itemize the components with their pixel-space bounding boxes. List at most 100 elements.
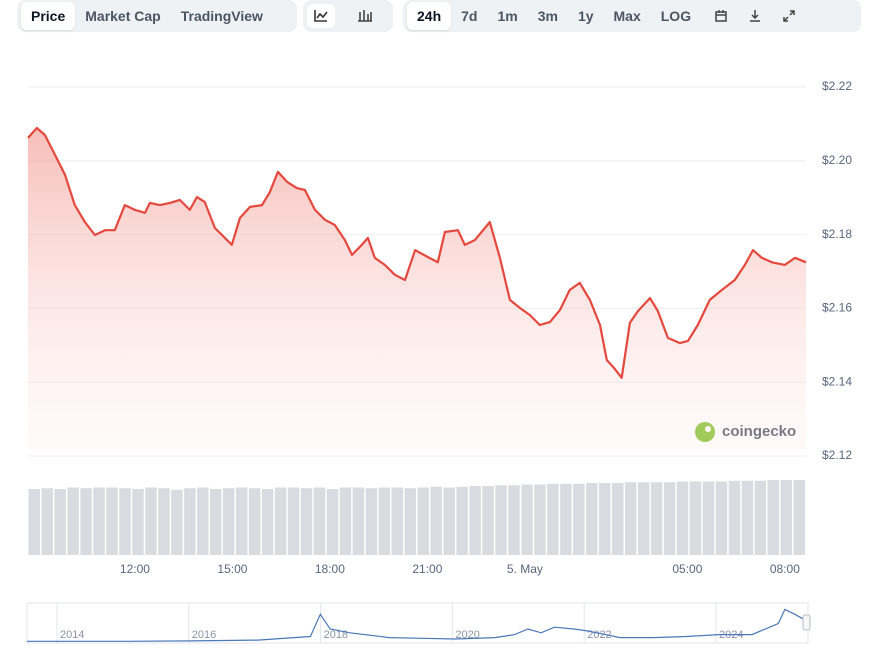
volume-bar [171,489,183,555]
volume-bar [67,487,79,555]
volume-bar [663,482,676,555]
volume-bar [482,486,494,555]
volume-bar [508,485,520,555]
volume-bar [326,489,339,555]
volume-bar [339,487,352,555]
volume-bar [443,487,455,555]
navigator-handle [802,614,811,631]
volume-bar [313,487,326,555]
range-tab[interactable]: 1y [577,8,594,24]
range-tab[interactable]: Max [613,8,641,24]
volume-bar [391,487,404,555]
volume-bar [378,487,391,555]
volume-bar [702,481,715,555]
navigator-line [27,608,805,642]
volume-bar [469,486,481,555]
x-tick-label: 12:00 [120,562,150,576]
view-tab[interactable]: Market Cap [85,8,161,24]
navigator-tick-label: 2018 [324,629,348,641]
download-icon[interactable] [741,4,769,28]
navigator-tick-label: 2014 [60,629,84,641]
line-chart-icon[interactable] [307,4,335,28]
volume-bar [586,483,598,555]
volume-bar [184,488,196,555]
y-tick-label: $2.20 [822,153,852,167]
chart-style-tabs [303,0,393,32]
view-tabs: Price Market Cap TradingView [17,0,297,32]
volume-bar [573,483,585,555]
volume-bar [715,481,728,555]
y-tick-label: $2.18 [822,227,852,241]
x-tick-label: 15:00 [217,562,247,576]
volume-bar [106,487,118,555]
volume-bar [352,487,365,555]
volume-bar [145,487,157,555]
volume-bar [612,483,624,555]
candle-chart-icon[interactable] [351,4,379,28]
x-tick-label: 08:00 [770,562,800,576]
volume-bar [80,488,92,555]
volume-bar [495,485,507,555]
volume-bar [547,483,559,555]
volume-bar [534,484,546,555]
volume-bar [624,482,637,555]
volume-bar [676,481,689,555]
navigator-tick-label: 2016 [192,629,216,641]
volume-bar [158,488,170,555]
volume-bar [287,487,300,555]
y-tick-label: $2.16 [822,301,852,315]
range-tab[interactable]: 3m [537,8,558,24]
volume-bar [197,487,209,555]
volume-bar [780,480,793,555]
volume-bar [793,480,805,555]
volume-bar [210,489,222,555]
volume-bar [274,487,287,555]
volume-bar [132,489,144,555]
volume-bar [365,488,378,555]
volume-bar [521,484,533,555]
volume-bar [28,489,40,555]
y-tick-label: $2.14 [822,374,852,388]
view-tab[interactable]: TradingView [180,8,263,24]
fullscreen-icon[interactable] [775,4,803,28]
range-tab[interactable]: LOG [660,8,692,24]
volume-bar [560,483,572,555]
volume-bar [728,480,741,555]
volume-bar [599,483,611,555]
volume-bar [430,486,442,555]
price-area [28,128,806,450]
x-tick-label: 18:00 [315,562,345,576]
volume-bar [300,488,313,555]
range-tabs: 24h 7d 1m 3m 1y Max LOG [403,0,861,32]
x-tick-label: 05:00 [672,562,702,576]
range-tab[interactable]: 1m [497,8,518,24]
range-tab[interactable]: 24h [407,2,452,30]
volume-bar [223,488,235,555]
volume-bar [650,482,663,555]
volume-bar [689,481,702,555]
calendar-icon[interactable] [707,4,735,28]
volume-bar [637,482,650,555]
volume-bar [248,488,261,555]
y-tick-label: $2.22 [822,79,852,93]
volume-bar [404,488,416,555]
volume-bar [417,487,429,555]
x-tick-label: 5. May [507,562,543,576]
volume-bar [767,480,780,555]
range-tab[interactable]: 7d [461,8,478,24]
volume-bar [119,488,131,555]
volume-bar [261,489,274,555]
volume-bar [54,489,66,555]
volume-bar [235,487,248,555]
view-tab[interactable]: Price [21,2,76,30]
price-line [27,126,807,379]
volume-bar [456,486,468,555]
volume-bar [754,480,767,555]
navigator-frame [26,602,809,644]
x-tick-label: 21:00 [412,562,442,576]
y-tick-label: $2.12 [822,448,852,462]
volume-bar [41,488,53,555]
volume-bar [93,487,105,555]
